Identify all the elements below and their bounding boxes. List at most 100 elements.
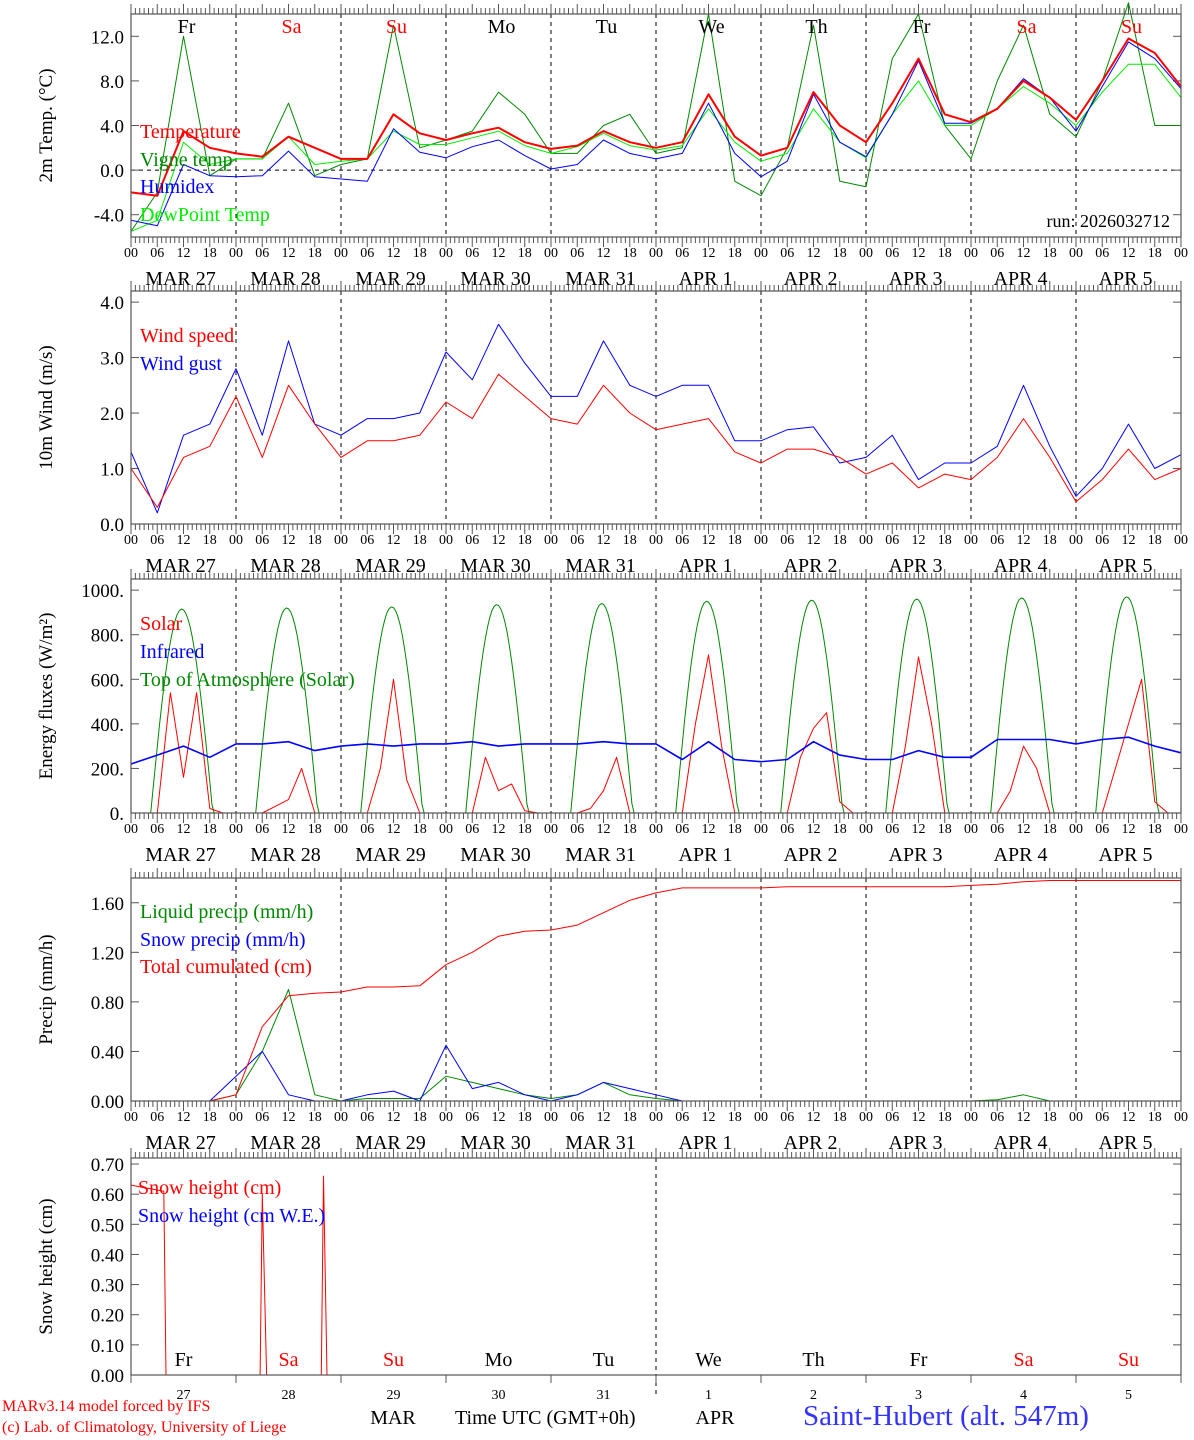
weekday-label: Su [386,16,407,38]
x-hour-label: 18 [1043,1110,1057,1125]
x-hour-label: 12 [282,1110,296,1125]
x-date-label: APR 3 [889,1132,943,1154]
weekday-label: We [695,1349,721,1371]
legend-label: Snow precip (mm/h) [140,929,306,951]
x-hour-label: 00 [859,822,873,837]
x-hour-label: 18 [518,533,532,548]
y-tick-label: 200. [91,759,124,780]
x-hour-label: 18 [1148,1110,1162,1125]
x-hour-label: 06 [465,822,479,837]
x-hour-label: 00 [229,533,243,548]
x-hour-label: 00 [334,822,348,837]
x-hour-label: 12 [1017,246,1031,261]
series-vigne-temp [130,2,1181,232]
x-hour-label: 00 [1069,533,1083,548]
weekday-label: Fr [178,16,196,38]
x-date-label: APR 4 [994,555,1048,577]
series-wind-speed [130,373,1182,508]
x-hour-label: 18 [1043,533,1057,548]
x-hour-label: 06 [255,1110,269,1125]
x-hour-label: 18 [833,246,847,261]
x-hour-label: 12 [912,1110,926,1125]
x-date-label: MAR 31 [565,844,636,866]
x-hour-label: 00 [754,1110,768,1125]
y-tick-label: 1.0 [100,460,124,481]
x-hour-label: 18 [413,822,427,837]
x-hour-label: 00 [1174,246,1188,261]
x-date-label: APR 1 [679,268,733,290]
y-tick-label: 400. [91,715,124,736]
x-date-label: APR 4 [994,268,1048,290]
month-label: MAR [370,1407,416,1429]
weekday-label: Tu [596,16,618,38]
x-hour-label: 12 [912,533,926,548]
weekday-label: Fr [910,1349,928,1371]
y-axis-title: Precip (mm/h) [36,934,57,1044]
x-date-label: APR 2 [784,268,838,290]
y-tick-label: 1000. [81,581,124,602]
x-date-label: APR 5 [1099,268,1153,290]
y-tick-label: 0.40 [91,1245,124,1266]
x-hour-label: 00 [1174,822,1188,837]
x-hour-label: 18 [203,1110,217,1125]
x-hour-label: 12 [807,533,821,548]
x-date-label: APR 4 [994,844,1048,866]
x-hour-label: 06 [150,1110,164,1125]
x-hour-label: 18 [1148,822,1162,837]
x-hour-label: 06 [990,246,1004,261]
x-hour-label: 18 [728,533,742,548]
panel-2: 0.0 1.0 2.0 3.0 4.0 10m Wind (m/s) Wind speed W… [36,281,1188,577]
y-tick-label: 2.0 [100,404,124,425]
x-hour-label: 12 [1122,246,1136,261]
x-hour-label: 06 [780,822,794,837]
x-day-number: 3 [915,1388,922,1403]
x-hour-label: 06 [360,533,374,548]
x-hour-label: 12 [912,246,926,261]
y-tick-label: 0.50 [91,1215,124,1236]
x-hour-label: 18 [623,246,637,261]
x-hour-label: 12 [1017,1110,1031,1125]
x-day-number: 29 [387,1388,401,1403]
x-hour-label: 18 [203,533,217,548]
x-date-label: MAR 27 [145,1132,216,1154]
x-hour-label: 00 [964,1110,978,1125]
x-hour-label: 06 [885,1110,899,1125]
y-tick-label: 600. [91,670,124,691]
x-hour-label: 18 [623,822,637,837]
weekday-label: Su [1121,16,1142,38]
x-date-label: APR 4 [994,1132,1048,1154]
x-hour-label: 18 [518,822,532,837]
x-date-label: APR 1 [679,555,733,577]
x-axis-title: Time UTC (GMT+0h) [455,1407,636,1429]
x-hour-label: 18 [728,246,742,261]
x-hour-label: 18 [938,246,952,261]
x-date-label: APR 1 [679,1132,733,1154]
x-hour-label: 00 [1069,246,1083,261]
x-date-label: MAR 30 [460,1132,531,1154]
x-hour-label: 06 [675,533,689,548]
x-hour-label: 06 [570,246,584,261]
y-tick-label: 0.70 [91,1155,124,1176]
plot-frame [130,877,1182,1102]
y-tick-label: 3.0 [100,349,124,370]
x-hour-label: 06 [1095,1110,1109,1125]
x-hour-label: 00 [754,533,768,548]
x-date-label: MAR 29 [355,1132,426,1154]
x-hour-label: 12 [177,822,191,837]
x-date-label: MAR 29 [355,844,426,866]
weekday-label: Sa [1014,1349,1034,1371]
y-tick-label: 0.20 [91,1306,124,1327]
x-hour-label: 12 [387,1110,401,1125]
legend-label: Humidex [140,176,214,198]
y-tick-label: 0.60 [91,1185,124,1206]
x-hour-label: 18 [833,822,847,837]
weekday-label: We [698,16,724,38]
x-hour-label: 18 [203,246,217,261]
plot-frame [130,13,1182,238]
x-hour-label: 00 [1174,1110,1188,1125]
x-hour-label: 00 [439,246,453,261]
x-hour-label: 12 [1122,822,1136,837]
x-hour-label: 12 [597,822,611,837]
x-date-label: APR 2 [784,844,838,866]
weekday-label: Fr [175,1349,193,1371]
